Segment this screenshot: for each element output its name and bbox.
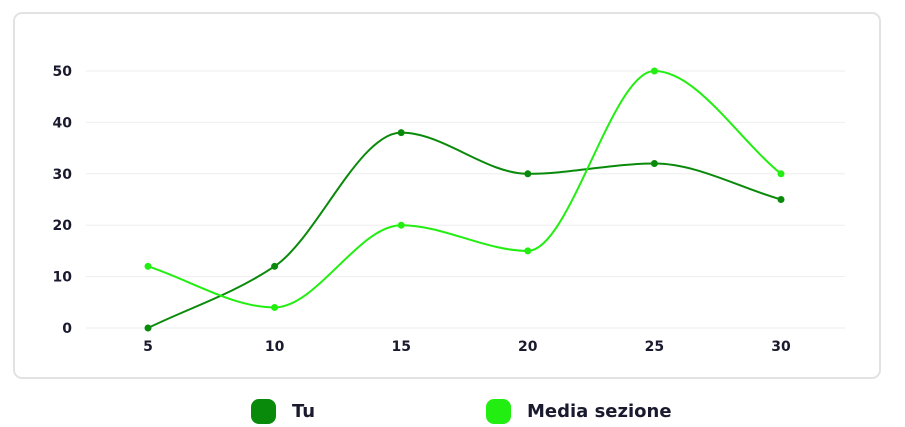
data-point-tu-15[interactable] [397, 129, 405, 137]
y-tick-label-50: 50 [53, 64, 73, 80]
legend-item-media-sezione[interactable]: Media sezione [486, 396, 672, 426]
series-line-tu [147, 131, 782, 329]
data-point-media-sezione-25[interactable] [650, 67, 658, 75]
data-point-media-sezione-10[interactable] [271, 303, 279, 311]
data-point-tu-25[interactable] [650, 160, 658, 168]
y-tick-label-30: 30 [53, 167, 73, 183]
x-tick-label-5: 5 [143, 339, 153, 355]
legend-label-media-sezione: Media sezione [527, 400, 672, 422]
data-point-tu-30[interactable] [777, 196, 785, 203]
x-tick-label-15: 15 [391, 339, 410, 355]
legend-item-tu[interactable]: Tu [251, 396, 315, 426]
grid-lines [86, 70, 845, 329]
y-tick-label-10: 10 [53, 270, 73, 286]
line-chart: 0 10 20 30 40 50 5 10 15 20 25 30 [53, 64, 845, 355]
x-tick-label-20: 20 [518, 339, 538, 355]
y-tick-label-20: 20 [53, 218, 73, 234]
data-point-media-sezione-5[interactable] [144, 262, 152, 270]
data-point-media-sezione-30[interactable] [777, 170, 785, 178]
data-point-media-sezione-20[interactable] [524, 247, 532, 255]
chart-card [13, 12, 881, 379]
legend: Tu Media sezione [0, 396, 905, 426]
x-tick-label-30: 30 [771, 339, 791, 355]
legend-label-tu: Tu [292, 400, 316, 422]
y-tick-label-40: 40 [53, 115, 73, 131]
series-lines [144, 67, 785, 332]
x-tick-label-25: 25 [645, 339, 664, 355]
legend-swatch-media-sezione [486, 398, 511, 424]
data-point-tu-20[interactable] [524, 170, 532, 178]
data-point-media-sezione-15[interactable] [397, 221, 405, 229]
legend-swatch-tu [251, 398, 276, 424]
y-axis-ticks: 0 10 20 30 40 50 [53, 64, 73, 337]
series-line-media-sezione [147, 69, 782, 309]
data-point-tu-10[interactable] [271, 262, 279, 270]
y-tick-label-0: 0 [62, 321, 72, 337]
x-tick-label-10: 10 [265, 339, 285, 355]
x-axis-ticks: 5 10 15 20 25 30 [143, 339, 791, 355]
data-point-tu-5[interactable] [144, 324, 152, 332]
